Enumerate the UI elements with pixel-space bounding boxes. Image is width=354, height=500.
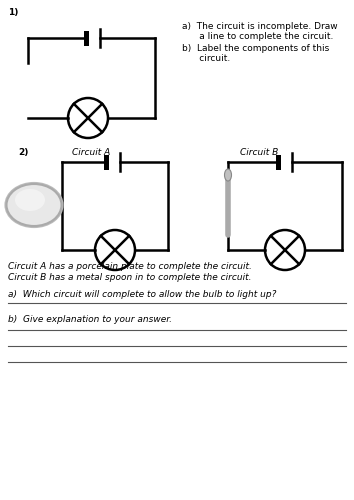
Text: 2): 2) (18, 148, 28, 157)
Text: Circuit B: Circuit B (240, 148, 278, 157)
Text: b)  Give explanation to your answer.: b) Give explanation to your answer. (8, 315, 172, 324)
Text: Circuit A: Circuit A (72, 148, 110, 157)
Text: b)  Label the components of this: b) Label the components of this (182, 44, 329, 53)
Ellipse shape (15, 189, 45, 211)
Text: a)  Which circuit will complete to allow the bulb to light up?: a) Which circuit will complete to allow … (8, 290, 276, 299)
Ellipse shape (6, 184, 62, 226)
Text: a line to complete the circuit.: a line to complete the circuit. (182, 32, 333, 41)
Ellipse shape (224, 169, 232, 181)
Text: Circuit A has a porcelain plate to complete the circuit.: Circuit A has a porcelain plate to compl… (8, 262, 252, 271)
Text: 1): 1) (8, 8, 18, 17)
Text: circuit.: circuit. (182, 54, 230, 63)
Text: a)  The circuit is incomplete. Draw: a) The circuit is incomplete. Draw (182, 22, 338, 31)
Text: Circuit B has a metal spoon in to complete the circuit.: Circuit B has a metal spoon in to comple… (8, 273, 251, 282)
